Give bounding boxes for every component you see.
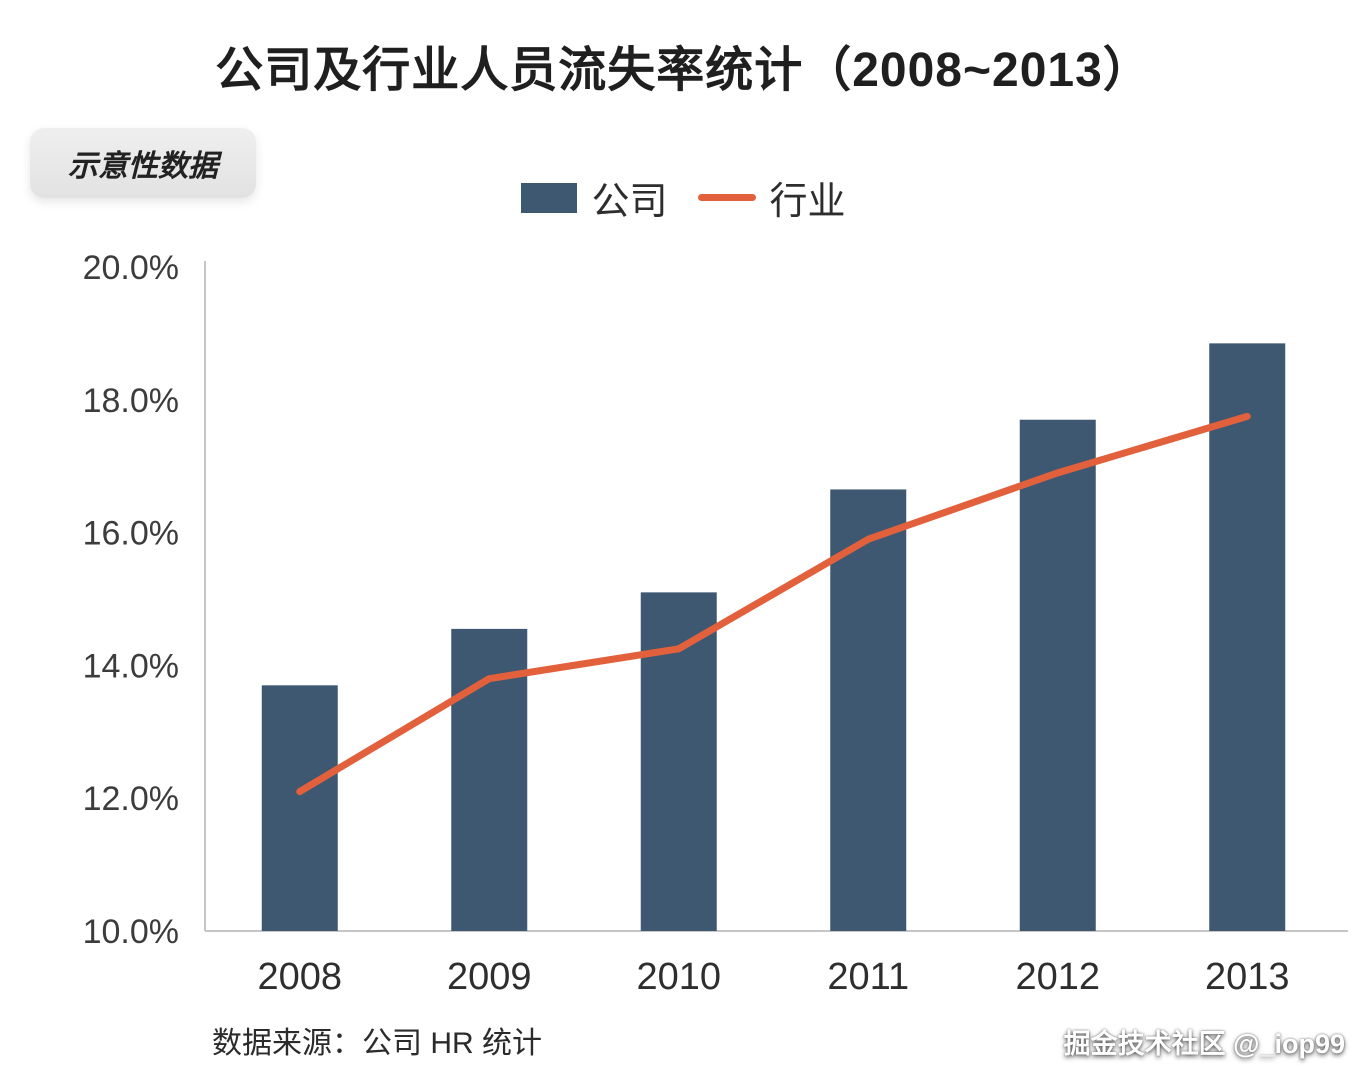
- legend-industry-swatch: [697, 194, 756, 201]
- legend-company-swatch: [521, 182, 578, 213]
- legend-industry-label: 行业: [769, 181, 846, 223]
- page-title: 公司及行业人员流失率统计（2008~2013）: [215, 44, 1152, 97]
- y-tick-label: 18.0%: [83, 382, 179, 420]
- company-bar-2008: [261, 685, 338, 931]
- illustrative-data-badge: 示意性数据: [30, 128, 256, 198]
- company-bar-2010: [640, 592, 717, 931]
- company-bar-2011: [830, 489, 907, 931]
- data-source-note: 数据来源：公司 HR 统计: [212, 1027, 542, 1060]
- y-tick-label: 20.0%: [83, 249, 179, 287]
- x-tick-label: 2011: [827, 956, 909, 998]
- industry-line: [296, 412, 1251, 796]
- y-tick-label: 10.0%: [83, 913, 179, 951]
- x-tick-label: 2010: [636, 956, 721, 998]
- company-bar-2012: [1019, 419, 1096, 931]
- x-tick-label: 2009: [447, 956, 532, 998]
- legend-company-label: 公司: [591, 181, 668, 223]
- chart-legend: 公司 行业: [0, 170, 1367, 225]
- watermark: 掘金技术社区 @_iop99: [1063, 1029, 1345, 1059]
- y-tick-label: 12.0%: [83, 780, 179, 818]
- company-bar-2013: [1209, 343, 1286, 931]
- x-tick-label: 2008: [257, 956, 342, 998]
- x-tick-label: 2012: [1015, 956, 1100, 998]
- legend-item-company: 公司: [521, 170, 668, 225]
- legend-item-industry: 行业: [697, 170, 846, 225]
- y-tick-label: 16.0%: [83, 515, 179, 553]
- x-tick-label: 2013: [1205, 956, 1290, 998]
- y-tick-label: 14.0%: [83, 647, 179, 685]
